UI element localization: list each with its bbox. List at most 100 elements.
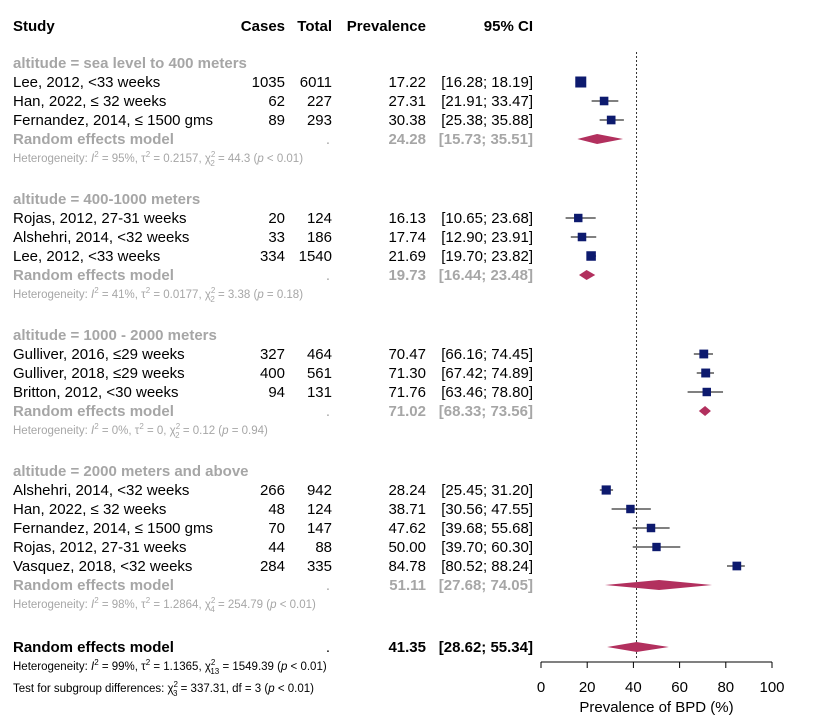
overall-diamond	[607, 642, 669, 652]
study-total: 124	[307, 210, 332, 227]
overall-re-ci: [28.62; 55.34]	[439, 639, 533, 656]
test-subscript: 3	[173, 689, 178, 698]
het-superscript: 2	[146, 658, 151, 667]
study-total: 131	[307, 384, 332, 401]
study-cases: 44	[268, 539, 285, 556]
study-ci: [63.46; 78.80]	[441, 384, 533, 401]
study-cases: 94	[268, 384, 285, 401]
het-text: Heterogeneity:	[13, 425, 91, 437]
study-ci: [10.65; 23.68]	[441, 210, 533, 227]
het-superscript: 2	[94, 150, 99, 159]
study-ci: [19.70; 23.82]	[441, 248, 533, 265]
study-prevalence: 16.13	[388, 210, 426, 227]
overall-re-prevalence: 41.35	[388, 639, 426, 656]
subgroup-re-dot: .	[326, 131, 330, 148]
study-prevalence: 71.30	[388, 365, 426, 382]
study-total: 1540	[299, 248, 332, 265]
study-total: 124	[307, 501, 332, 518]
study-prevalence: 21.69	[388, 248, 426, 265]
x-axis-label: Prevalence of BPD (%)	[579, 699, 733, 716]
subgroup-re-ci: [15.73; 35.51]	[439, 131, 533, 148]
column-header-ci: 95% CI	[484, 18, 533, 35]
het-subscript: 13	[210, 667, 219, 676]
subgroup-differences-test: Test for subgroup differences: χ2 3 = 337…	[13, 680, 314, 698]
study-label: Lee, 2012, <33 weeks	[13, 74, 160, 91]
study-label: Rojas, 2012, 27-31 weeks	[13, 539, 186, 556]
study-prevalence: 28.24	[388, 482, 426, 499]
study-cases: 400	[260, 365, 285, 382]
study-prevalence: 17.22	[388, 74, 426, 91]
het-p-symbol: p	[221, 425, 229, 437]
study-total: 293	[307, 112, 332, 129]
study-point-square	[626, 504, 635, 514]
het-subscript: 2	[210, 295, 215, 304]
overall-re-dot: .	[326, 639, 330, 656]
study-label: Alshehri, 2014, <32 weeks	[13, 482, 189, 499]
study-prevalence: 38.71	[388, 501, 426, 518]
study-point-square	[606, 115, 616, 125]
study-point-square	[586, 251, 596, 261]
subgroup-title: altitude = sea level to 400 meters	[13, 55, 247, 72]
study-point-square	[601, 485, 611, 495]
subgroup-re-prevalence: 19.73	[388, 267, 426, 284]
het-text: Heterogeneity:	[13, 661, 91, 673]
test-p-symbol: p	[267, 683, 275, 695]
subgroup-re-ci: [16.44; 23.48]	[439, 267, 533, 284]
study-point-square	[702, 387, 711, 397]
study-ci: [12.90; 23.91]	[441, 229, 533, 246]
study-point-square	[577, 232, 587, 242]
subgroup-re-prevalence: 24.28	[388, 131, 426, 148]
subgroup-diamond	[577, 134, 624, 144]
het-superscript: 2	[146, 596, 151, 605]
study-point-square	[701, 368, 711, 378]
study-point-square	[646, 523, 656, 533]
study-label: Gulliver, 2018, ≤29 weeks	[13, 365, 185, 382]
het-superscript: 2	[94, 596, 99, 605]
het-text: = 254.79 (	[215, 599, 270, 611]
subgroup-title: altitude = 400-1000 meters	[13, 191, 200, 208]
het-superscript: 2	[211, 286, 216, 295]
subgroup-diamond	[604, 580, 713, 590]
study-total: 186	[307, 229, 332, 246]
study-label: Fernandez, 2014, ≤ 1500 gms	[13, 112, 213, 129]
test-text: < 0.01)	[275, 683, 314, 695]
het-text: = 99%, τ	[99, 661, 147, 673]
het-text: = 98%, τ	[99, 599, 147, 611]
column-header-prevalence: Prevalence	[347, 18, 426, 35]
het-superscript: 2	[146, 150, 151, 159]
study-cases: 89	[268, 112, 285, 129]
subgroup-re-label: Random effects model	[13, 403, 174, 420]
study-point-square	[574, 213, 583, 223]
study-prevalence: 17.74	[388, 229, 426, 246]
study-ci: [39.68; 55.68]	[441, 520, 533, 537]
het-text: = 0.18)	[264, 289, 303, 301]
subgroup-re-ci: [27.68; 74.05]	[439, 577, 533, 594]
study-point-square	[732, 561, 742, 571]
het-text: < 0.01)	[287, 661, 326, 673]
study-total: 88	[315, 539, 332, 556]
subgroup-re-dot: .	[326, 403, 330, 420]
study-cases: 62	[268, 93, 285, 110]
study-cases: 70	[268, 520, 285, 537]
het-text: = 1549.39 (	[219, 661, 281, 673]
het-p-symbol: p	[280, 661, 288, 673]
subgroup-heterogeneity: Heterogeneity: I2 = 95%, τ2 = 0.2157, χ2…	[13, 150, 303, 168]
subgroup-re-prevalence: 71.02	[388, 403, 426, 420]
study-label: Vasquez, 2018, <32 weeks	[13, 558, 192, 575]
study-ci: [25.45; 31.20]	[441, 482, 533, 499]
subgroup-heterogeneity: Heterogeneity: I2 = 98%, τ2 = 1.2864, χ2…	[13, 596, 316, 614]
column-header-total: Total	[297, 18, 332, 35]
study-cases: 334	[260, 248, 285, 265]
study-total: 464	[307, 346, 332, 363]
study-total: 6011	[300, 74, 332, 91]
het-superscript: 2	[211, 658, 216, 667]
het-superscript: 2	[139, 422, 144, 431]
subgroup-re-prevalence: 51.11	[389, 577, 426, 594]
x-axis-tick-label: 80	[717, 679, 734, 696]
het-text: Heterogeneity:	[13, 599, 91, 611]
study-label: Fernandez, 2014, ≤ 1500 gms	[13, 520, 213, 537]
x-axis-tick-label: 20	[579, 679, 596, 696]
subgroup-title: altitude = 2000 meters and above	[13, 463, 249, 480]
study-point-square	[575, 76, 587, 88]
